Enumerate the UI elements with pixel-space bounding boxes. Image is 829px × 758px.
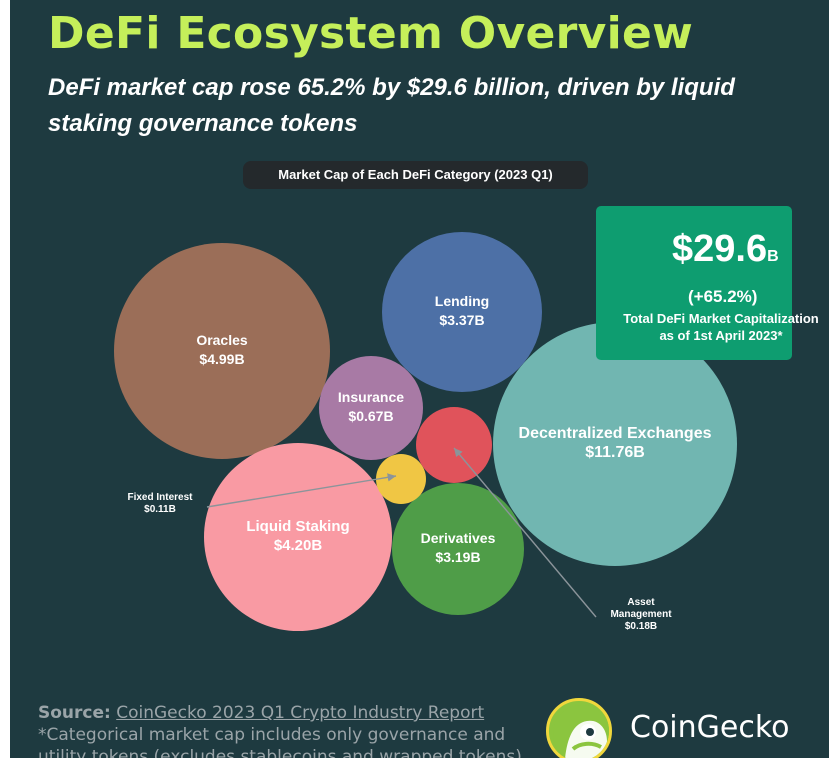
- page-subtitle: DeFi market cap rose 65.2% by $29.6 bill…: [48, 74, 735, 137]
- infographic: DeFi Ecosystem Overview DeFi market cap …: [10, 0, 829, 758]
- total-market-cap: $29.6B: [672, 228, 779, 271]
- brand-name: CoinGecko: [630, 710, 790, 745]
- bubble-insurance: [319, 356, 423, 460]
- total-value: $29.6: [672, 228, 768, 270]
- bubble-label: Derivatives: [421, 530, 496, 546]
- outside-value-label: $0.11B: [144, 504, 176, 515]
- bubble-fixed-interest: [376, 454, 426, 504]
- bubble-asset-management: [416, 407, 492, 483]
- bubble-decentralized-exchanges: [493, 322, 737, 566]
- source-note: Source: CoinGecko 2023 Q1 Crypto Industr…: [38, 702, 538, 758]
- coingecko-logo-icon: [546, 698, 612, 758]
- bubble-label: Decentralized Exchanges: [519, 425, 712, 442]
- bubble-value-label: $3.37B: [439, 312, 484, 328]
- bubble-derivatives: [392, 483, 524, 615]
- market-cap-change: (+65.2%): [688, 287, 758, 306]
- footnote: *Categorical market cap includes only go…: [38, 725, 522, 758]
- outside-name-label: Asset: [627, 597, 655, 608]
- bubble-lending: [382, 232, 542, 392]
- bubble-value-label: $4.20B: [274, 537, 323, 554]
- outside-name-label: Management: [610, 609, 672, 620]
- bubble-label: Lending: [435, 293, 489, 309]
- outside-name-label: Fixed Interest: [127, 492, 193, 503]
- bubble-value-label: $4.99B: [199, 351, 244, 367]
- chart-title: Market Cap of Each DeFi Category (2023 Q…: [243, 161, 588, 189]
- bubble-value-label: $3.19B: [435, 549, 480, 565]
- total-market-cap-caption: Total DeFi Market Capitalization as of 1…: [623, 311, 819, 343]
- outside-value-label: $0.18B: [625, 621, 657, 632]
- bubble-label: Oracles: [196, 332, 248, 348]
- page-title: DeFi Ecosystem Overview: [48, 8, 694, 59]
- bubble-chart: Decentralized Exchanges $11.76B Oracles $4.…: [114, 232, 737, 632]
- bubble-value-label: $0.67B: [348, 408, 393, 424]
- total-unit: B: [767, 248, 779, 265]
- bubble-label: Liquid Staking: [246, 518, 349, 535]
- bubble-liquid-staking: [204, 443, 392, 631]
- total-market-cap-callout: $29.6B (+65.2%) Total DeFi Market Capita…: [596, 206, 819, 360]
- bubble-label: Insurance: [338, 389, 404, 405]
- source-prefix: Source:: [38, 703, 111, 723]
- callout-arrow: [206, 473, 397, 508]
- callout-arrow: [453, 447, 597, 618]
- source-link[interactable]: CoinGecko 2023 Q1 Crypto Industry Report: [116, 703, 485, 723]
- bubble-oracles: [114, 243, 330, 459]
- bubble-value-label: $11.76B: [585, 444, 645, 461]
